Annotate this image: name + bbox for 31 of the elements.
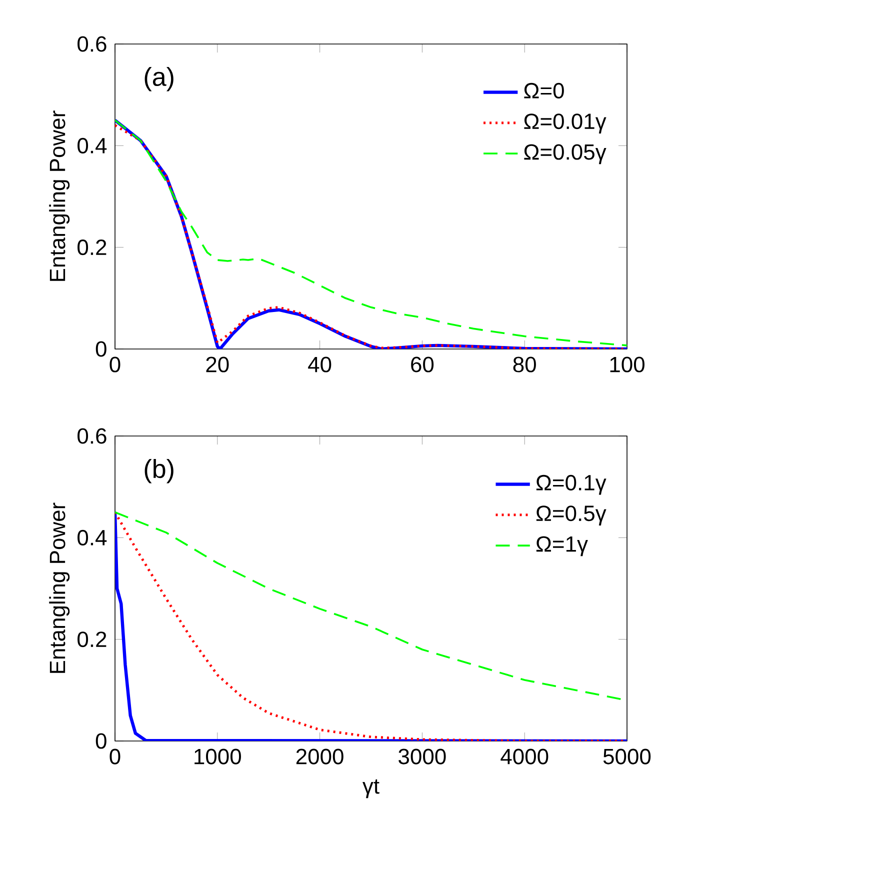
y-tick-label: 0.2 — [78, 632, 106, 648]
annotation: (a) — [144, 66, 174, 92]
y-tick-label: 0.4 — [78, 530, 107, 546]
x-tick-label: 0 — [110, 356, 120, 372]
x-tick-label: 20 — [206, 356, 229, 372]
y-tick-label: 0.4 — [78, 138, 107, 154]
x-tick-label: 1000 — [194, 748, 241, 764]
legend-label: Ω=0.5γ — [536, 506, 606, 526]
legend-label: Ω=0 — [524, 82, 564, 98]
x-tick-label: 2000 — [296, 748, 344, 764]
x-axis-title: γt — [362, 779, 380, 798]
x-tick-label: 3000 — [398, 748, 446, 764]
x-tick-label: 60 — [411, 356, 434, 372]
y-tick-label: 0 — [96, 341, 106, 357]
legend-label: Ω=1γ — [536, 536, 588, 556]
x-tick-label: 0 — [110, 748, 120, 764]
x-tick-label: 5000 — [603, 748, 651, 764]
x-tick-label: 40 — [308, 356, 332, 372]
y-axis-title: Entangling Power — [49, 110, 70, 281]
y-tick-label: 0 — [96, 733, 106, 749]
y-tick-label: 0.6 — [78, 36, 106, 52]
x-tick-label: 100 — [610, 356, 644, 372]
y-tick-label: 0.2 — [78, 240, 106, 256]
y-tick-label: 0.6 — [78, 428, 106, 444]
x-tick-label: 80 — [513, 356, 536, 372]
legend-label: Ω=0.1γ — [536, 474, 606, 495]
legend-label: Ω=0.01γ — [524, 114, 606, 134]
annotation: (b) — [144, 458, 174, 484]
x-tick-label: 4000 — [500, 748, 548, 764]
legend-label: Ω=0.05γ — [524, 144, 606, 164]
y-axis-title: Entangling Power — [49, 502, 70, 673]
